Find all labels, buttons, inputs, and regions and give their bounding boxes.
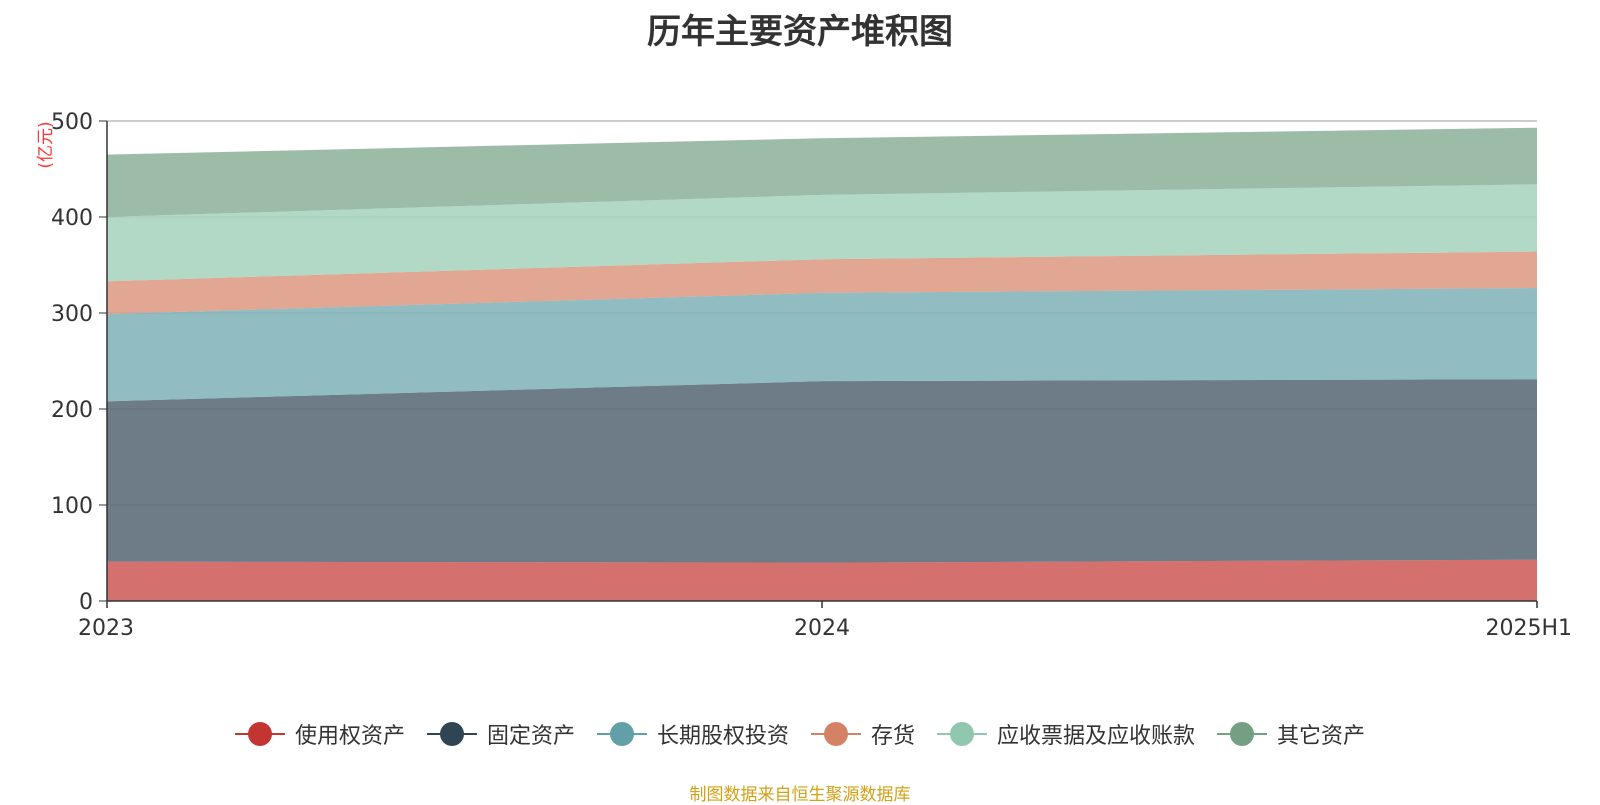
legend-label: 其它资产	[1277, 724, 1366, 749]
legend-label: 存货	[871, 724, 916, 749]
y-tick-label: 400	[51, 206, 93, 231]
legend-item-1[interactable]: 使用权资产	[234, 718, 405, 750]
legend-label: 使用权资产	[294, 724, 405, 749]
source-note: 制图数据来自恒生聚源数据库	[689, 785, 911, 805]
legend-label: 长期股权投资	[656, 724, 789, 749]
area-series-5	[107, 184, 1537, 282]
x-tick-label: 2025H1	[1485, 616, 1572, 641]
legend-label: 应收票据及应收账款	[997, 724, 1196, 749]
legend-marker	[234, 722, 285, 746]
legend-item-4[interactable]: 存货	[811, 718, 915, 750]
area-series-4	[107, 251, 1537, 314]
legend-item-2[interactable]: 固定资产	[426, 718, 575, 750]
legend: 使用权资产 固定资产 长期股权投资 存货 应收票据及应收账款 其它资产	[0, 718, 1600, 750]
legend-marker	[596, 722, 647, 746]
y-tick-label: 300	[51, 302, 93, 327]
legend-marker	[937, 722, 988, 746]
x-tick-label: 2023	[78, 616, 134, 641]
legend-label: 固定资产	[486, 724, 575, 749]
area-series-3	[107, 288, 1537, 402]
legend-marker	[811, 722, 861, 746]
y-tick-label: 200	[51, 398, 93, 423]
legend-item-6[interactable]: 其它资产	[1217, 718, 1365, 750]
area-series-6	[107, 127, 1537, 217]
x-tick-label: 2024	[794, 616, 850, 641]
chart-title: 历年主要资产堆积图	[647, 12, 953, 52]
legend-item-5[interactable]: 应收票据及应收账款	[937, 718, 1195, 750]
legend-marker	[426, 722, 477, 746]
stacked-area-chart: 0 100 200 300 400 500 2023 2024 2025H1 (亿元)	[36, 110, 1572, 641]
area-series-2	[107, 379, 1537, 563]
legend-item-3[interactable]: 长期股权投资	[596, 718, 789, 750]
legend-marker	[1217, 722, 1268, 746]
y-tick-label: 0	[79, 590, 93, 615]
area-series-1	[107, 559, 1537, 601]
y-tick-label: 100	[51, 494, 93, 519]
y-axis-label: (亿元)	[36, 121, 56, 168]
axes: 0 100 200 300 400 500 2023 2024 2025H1	[51, 110, 1572, 641]
area-series	[107, 127, 1537, 601]
y-tick-label: 500	[51, 110, 93, 135]
